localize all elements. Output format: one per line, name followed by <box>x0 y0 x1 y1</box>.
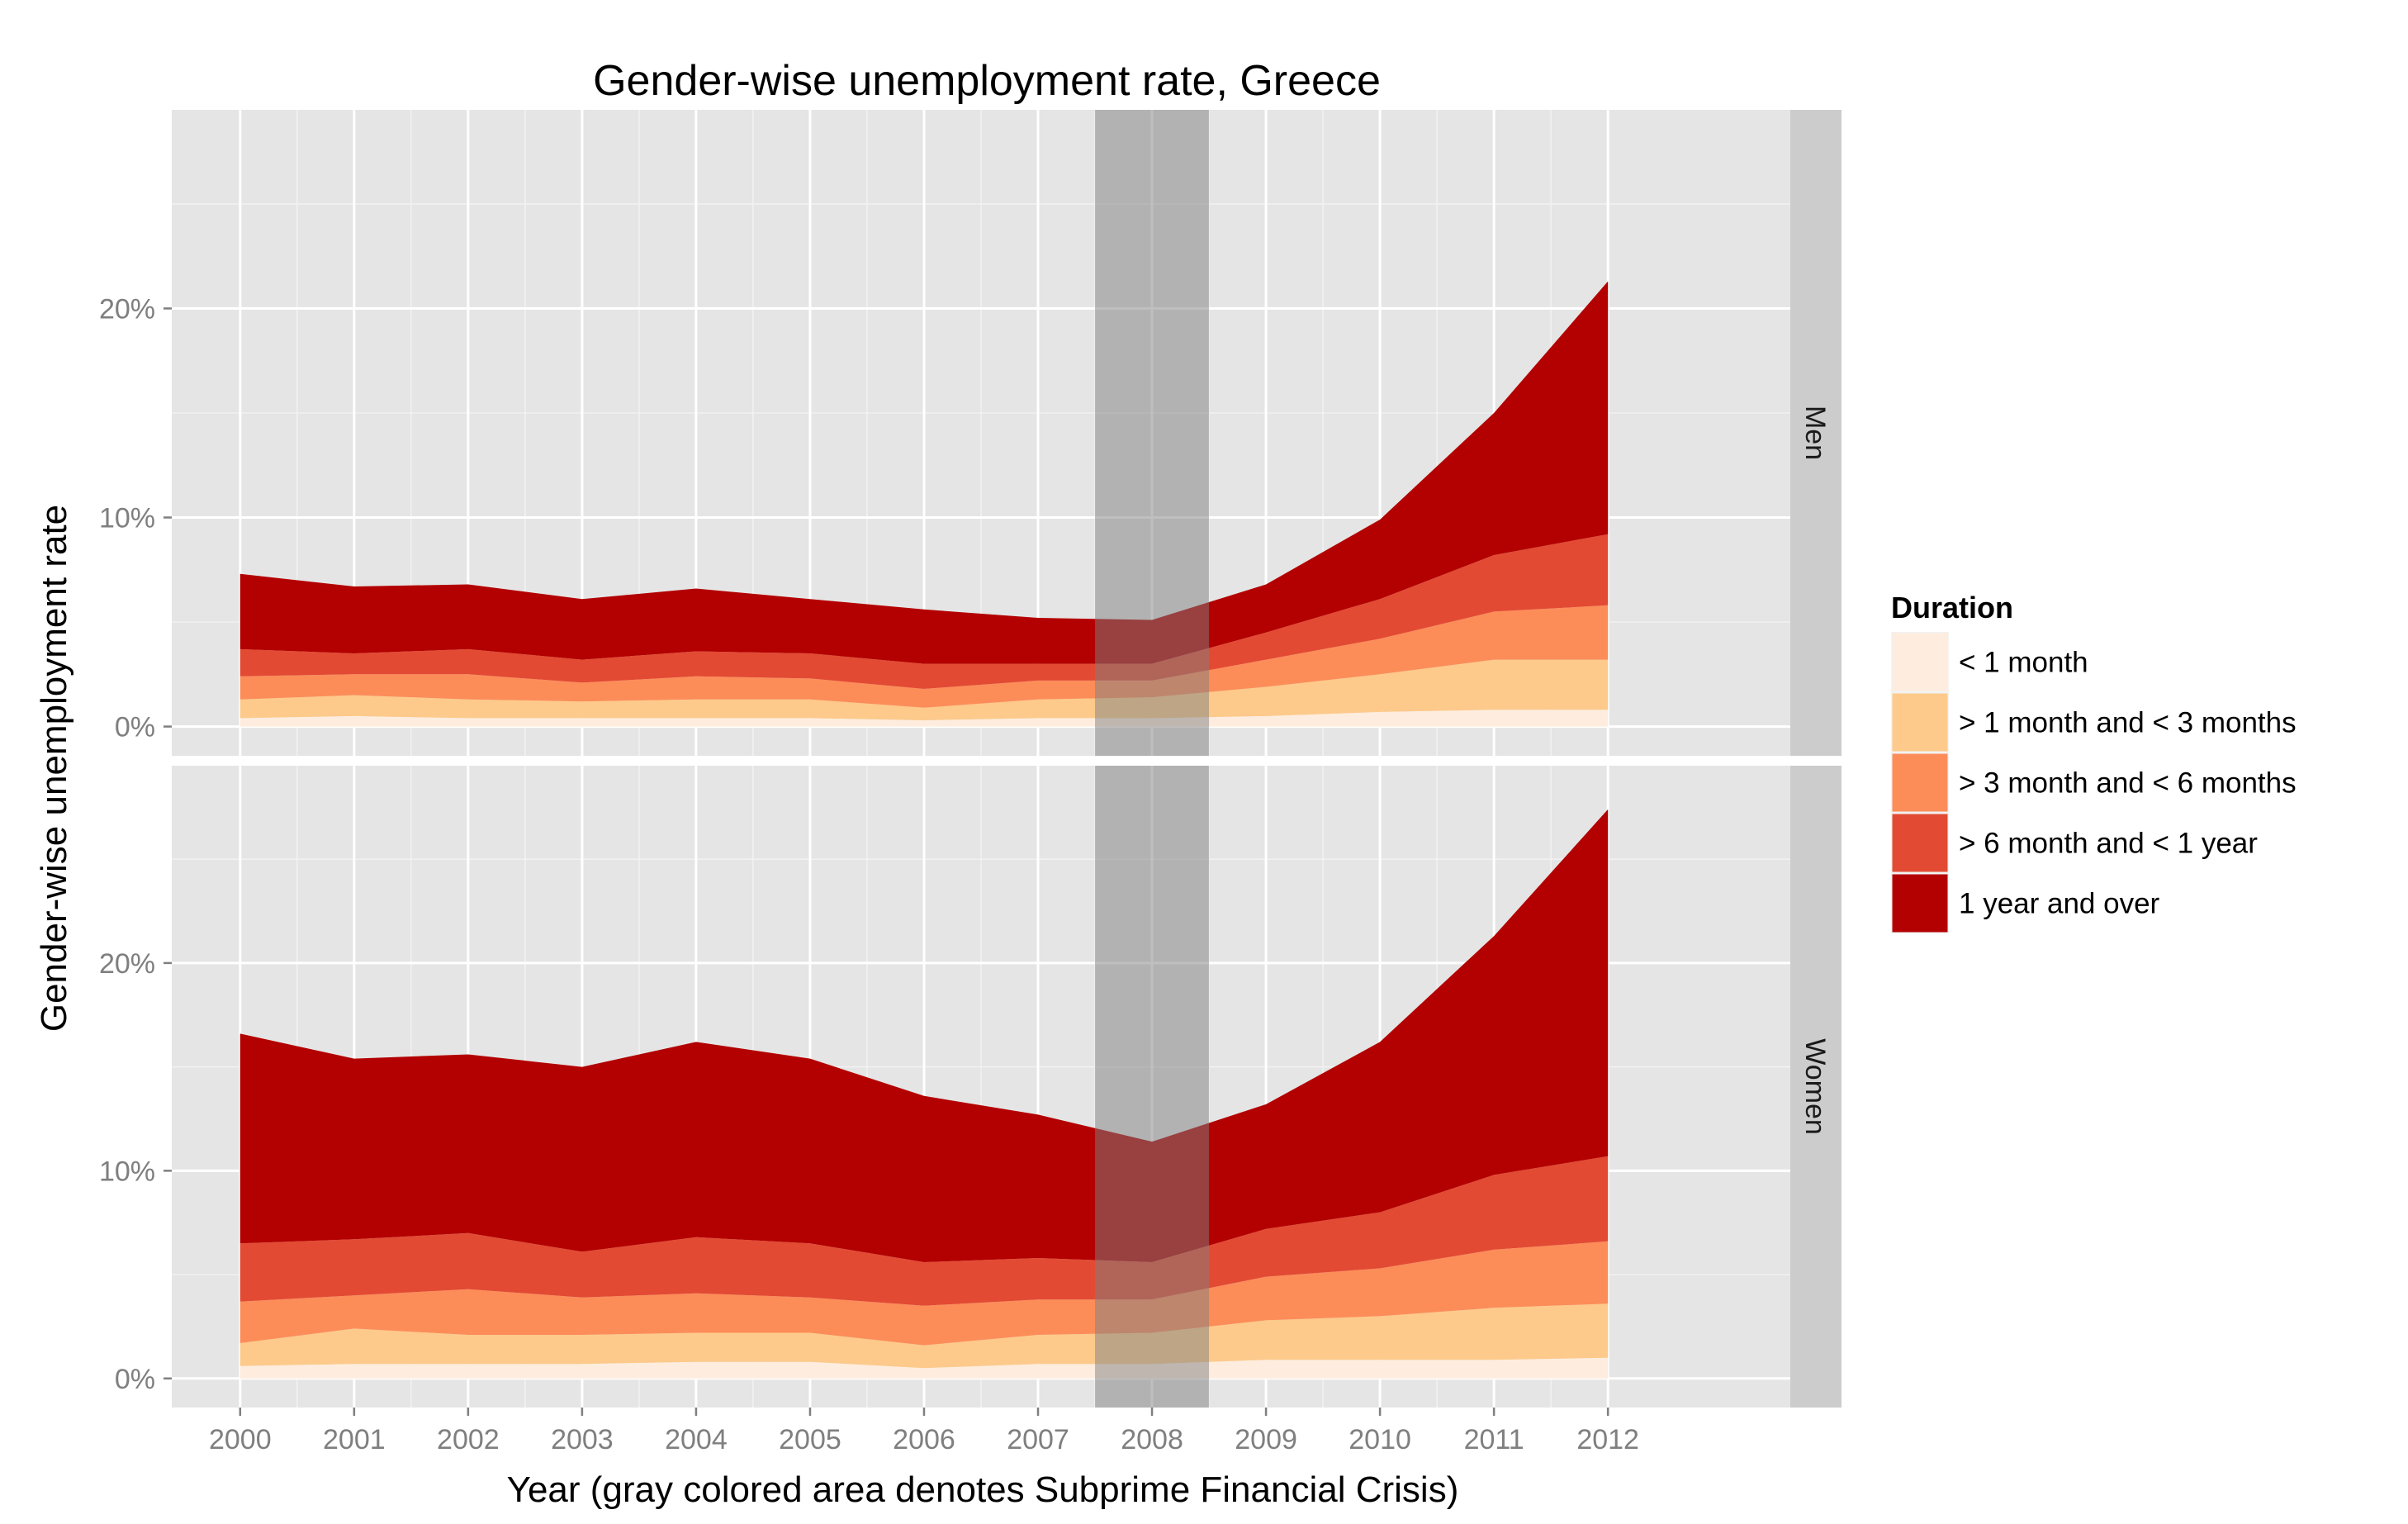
area-men-series-3 <box>239 605 1609 708</box>
y-tick-label: 20% <box>99 948 155 980</box>
facet-strip <box>1790 766 1842 1408</box>
area-women-series-1 <box>239 1357 1609 1379</box>
legend-label: > 1 month and < 3 months <box>1959 707 2297 739</box>
panels-layer: Men 0% 10% 20% Women 0% 10% 20% <box>99 110 1842 1408</box>
x-tick-label: 2003 <box>551 1424 614 1455</box>
x-tick-label: 2009 <box>1235 1424 1297 1455</box>
x-tick-label: 2005 <box>779 1424 841 1455</box>
y-tick-label: 10% <box>99 1156 155 1187</box>
panel-women: Women 0% 10% 20% <box>99 766 1842 1408</box>
x-tick-label: 2007 <box>1007 1424 1069 1455</box>
x-tick-label: 2001 <box>323 1424 386 1455</box>
facet-strip-label: Men <box>1799 406 1831 460</box>
y-tick-label: 20% <box>99 293 155 325</box>
x-tick-label: 2004 <box>665 1424 728 1455</box>
panel-men: Men 0% 10% 20% <box>99 110 1842 756</box>
chart-title: Gender-wise unemployment rate, Greece <box>593 57 1381 105</box>
x-axis: 2000 2001 2002 2003 2004 2005 2006 2007 2008 2009… <box>209 1408 1639 1455</box>
x-tick-label: 2006 <box>893 1424 955 1455</box>
legend-key-swatch <box>1892 874 1948 933</box>
legend-key-swatch <box>1892 693 1948 752</box>
y-tick-label: 0% <box>115 1364 155 1395</box>
legend-key-swatch <box>1892 753 1948 812</box>
crisis-band <box>1095 110 1210 756</box>
area-men-series-2 <box>239 659 1609 720</box>
facet-strip <box>1790 110 1842 756</box>
y-axis-title: Gender-wise unemployment rate <box>34 505 74 1032</box>
area-women-series-4 <box>239 1156 1609 1306</box>
y-tick-label: 0% <box>115 712 155 743</box>
x-tick-label: 2012 <box>1576 1424 1639 1455</box>
x-tick-label: 2000 <box>209 1424 272 1455</box>
facet-strip-label: Women <box>1799 1038 1831 1135</box>
legend-label: < 1 month <box>1959 647 2088 679</box>
area-men-series-4 <box>239 534 1609 689</box>
area-women-series-3 <box>239 1241 1609 1346</box>
x-tick-label: 2002 <box>437 1424 500 1455</box>
crisis-band <box>1095 766 1210 1408</box>
area-women-series-5 <box>239 809 1609 1262</box>
legend-key-swatch <box>1892 633 1948 691</box>
legend-label: 1 year and over <box>1959 888 2160 920</box>
x-axis-title: Year (gray colored area denotes Subprime… <box>507 1469 1459 1510</box>
x-tick-label: 2008 <box>1121 1424 1183 1455</box>
area-men-series-1 <box>239 710 1609 727</box>
y-tick-label: 10% <box>99 502 155 534</box>
area-men-series-5 <box>239 281 1609 664</box>
x-tick-label: 2011 <box>1464 1424 1524 1455</box>
legend-label: > 3 month and < 6 months <box>1959 767 2297 800</box>
area-women-series-2 <box>239 1303 1609 1369</box>
legend-key-swatch <box>1892 814 1948 872</box>
legend: Duration < 1 month > 1 month and < 3 mont… <box>1891 591 2297 933</box>
legend-title: Duration <box>1891 591 2013 624</box>
legend-label: > 6 month and < 1 year <box>1959 828 2258 860</box>
x-tick-label: 2010 <box>1349 1424 1411 1455</box>
